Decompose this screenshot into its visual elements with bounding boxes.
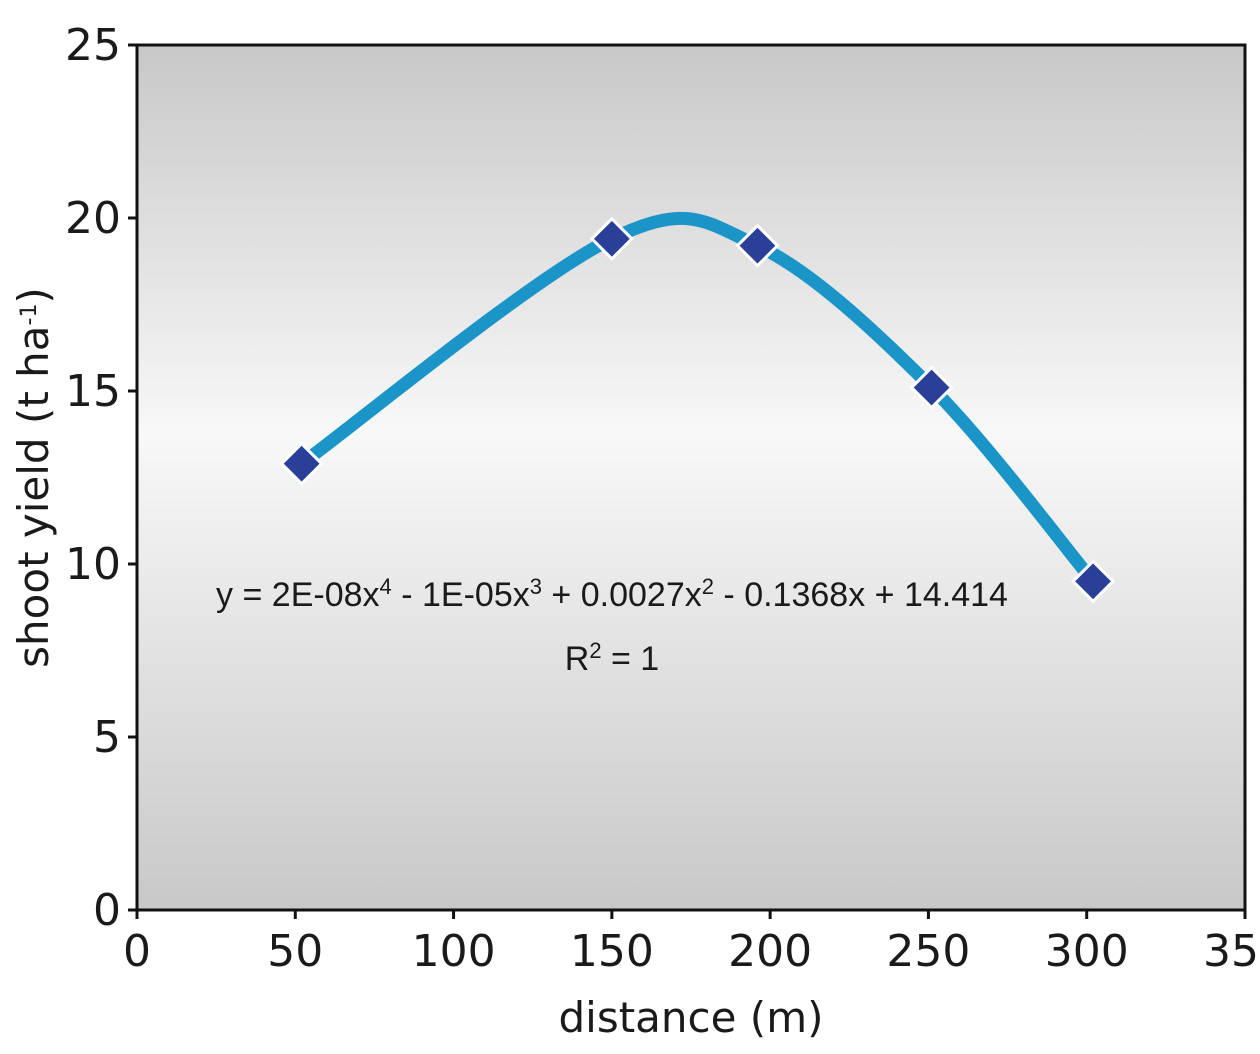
data-point-marker bbox=[909, 365, 954, 410]
x-tick-label: 100 bbox=[412, 926, 496, 977]
data-point-marker bbox=[279, 441, 324, 486]
x-axis-title: distance (m) bbox=[558, 993, 823, 1042]
data-point-marker bbox=[1070, 559, 1116, 604]
data-point-marker bbox=[735, 223, 780, 268]
x-tick-label: 300 bbox=[1045, 926, 1129, 977]
y-tick-label: 20 bbox=[65, 193, 121, 244]
x-tick-label: 150 bbox=[570, 926, 654, 977]
y-axis-title: shoot yield (t ha-1) bbox=[9, 287, 58, 668]
y-tick-label: 25 bbox=[65, 20, 121, 71]
x-tick-label: 350 bbox=[1203, 926, 1260, 977]
x-tick-label: 250 bbox=[886, 926, 970, 977]
y-tick-label: 0 bbox=[93, 885, 121, 936]
x-tick-label: 200 bbox=[728, 926, 812, 977]
r-squared-label: R2 = 1 bbox=[565, 638, 659, 679]
trendline-equation: y = 2E-08x4 - 1E-05x3 + 0.0027x2 - 0.136… bbox=[216, 574, 1008, 615]
y-tick-label: 10 bbox=[65, 539, 121, 590]
y-tick-label: 15 bbox=[65, 366, 121, 417]
y-tick-label: 5 bbox=[93, 712, 121, 763]
plot-area bbox=[135, 43, 1247, 912]
x-tick-label: 0 bbox=[123, 926, 151, 977]
data-point-marker bbox=[589, 216, 634, 261]
x-tick-label: 50 bbox=[267, 926, 323, 977]
